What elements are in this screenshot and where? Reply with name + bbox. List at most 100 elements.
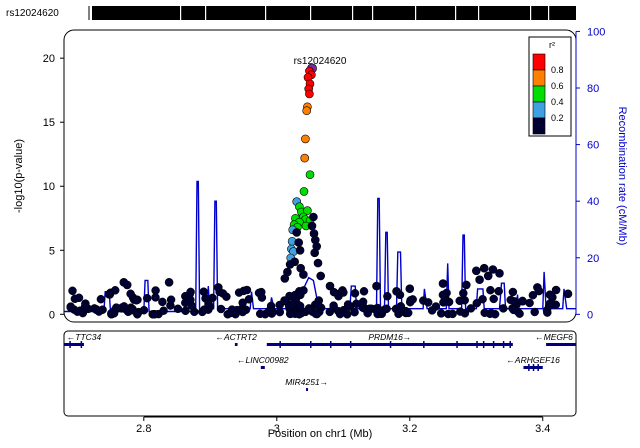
snp-point (307, 221, 317, 231)
snp-point (483, 271, 493, 281)
snp-point-background (107, 308, 116, 318)
exon-mark (389, 341, 392, 348)
y-axis-right-label: Recombination rate (cM/Mb) (616, 107, 628, 246)
snp-track-gap-3 (310, 6, 312, 20)
snp-points-group (66, 63, 573, 319)
snp-point-background (314, 301, 323, 310)
snp-point-background (403, 308, 413, 318)
y-axis-left-label: -log10(p-value) (13, 139, 25, 213)
snp-point-background (158, 297, 167, 307)
snp-point-background (112, 303, 121, 312)
snp-point-background (335, 309, 345, 319)
snp-point (242, 285, 252, 295)
gene-body (234, 343, 238, 346)
snp-point-background (142, 293, 152, 303)
snp-point-background (459, 288, 468, 298)
gene-panel-frame (63, 330, 577, 417)
legend-swatches (532, 53, 546, 135)
y-axis-left-tick-label: 15 (43, 117, 55, 129)
snp-point (295, 246, 305, 255)
snp-point (300, 153, 310, 163)
snp-point-background (466, 304, 476, 313)
legend-title: r² (549, 40, 555, 50)
snp-point (303, 206, 312, 215)
snp-point-background (350, 289, 360, 298)
snp-track-gap-5 (372, 6, 374, 20)
snp-track-gap-6 (415, 6, 417, 20)
snp-point (438, 279, 448, 288)
snp-point (301, 134, 310, 144)
legend-label: 0.4 (551, 97, 564, 107)
snp-point-background (73, 307, 82, 316)
snp-point-background (133, 310, 142, 319)
snp-point-background (427, 306, 437, 315)
exon-mark (329, 341, 332, 348)
snp-point-background (166, 295, 176, 304)
legend-label: 0.8 (551, 65, 564, 75)
snp-point (338, 288, 348, 297)
exon-mark (310, 341, 312, 348)
snp-point-background (66, 303, 75, 312)
snp-point-background (494, 286, 503, 296)
gene-label-ttc34: ←TTC34 (67, 332, 102, 342)
snp-point-background (204, 299, 213, 309)
gene-label-mir4251: MIR4251→ (285, 377, 328, 387)
exon-mark (476, 341, 478, 348)
exon-mark (423, 341, 425, 348)
snp-point-background (352, 299, 361, 309)
snp-track-gap-1 (205, 6, 207, 20)
x-axis: 2.8 3 3.2 3.4 (136, 416, 550, 435)
snp-point-background (173, 304, 183, 314)
snp-point-background (394, 308, 404, 318)
y-axis-left-tick-label: 0 (49, 309, 55, 321)
snp-point-background (518, 296, 527, 306)
snp-point-background (110, 286, 120, 295)
snp-point-background (509, 305, 518, 315)
snp-point (551, 285, 561, 295)
legend-label: 0.2 (551, 113, 564, 123)
legend-swatch (532, 85, 546, 103)
snp-point-background (455, 296, 464, 306)
snp-point-background (238, 298, 247, 307)
y-axis-left-tick-label: 10 (43, 181, 55, 193)
snp-point (309, 212, 318, 222)
snp-point (285, 260, 295, 269)
snp-point-background (548, 293, 557, 302)
x-axis-tick-label: 2.8 (136, 423, 151, 435)
snp-point-background (216, 304, 226, 314)
snp-point (479, 263, 489, 273)
snp-point-background (510, 297, 520, 306)
snp-point (372, 281, 381, 291)
legend: r² 0.8 0.6 0.4 0.2 (528, 36, 572, 137)
gene-body (260, 366, 265, 369)
gene-label-actrt2: ←ACTRT2 (216, 332, 258, 342)
snp-point (299, 270, 308, 279)
legend-label: 0.6 (551, 81, 564, 91)
snp-point (280, 274, 290, 283)
y-axis-right-tick-label: 100 (587, 26, 605, 38)
gene-label-prdm16: PRDM16→ (368, 332, 411, 342)
snp-point-background (298, 307, 307, 316)
snp-point-background (96, 294, 106, 304)
snp-point (533, 283, 542, 292)
snp-point (313, 258, 323, 268)
snp-track-gap-0 (180, 6, 182, 20)
exon-mark (349, 341, 352, 348)
snp-track-gap-10 (548, 6, 550, 20)
exon-mark (80, 341, 83, 348)
x-axis-tick-label: 3 (274, 423, 280, 435)
snp-track-bar (92, 6, 576, 20)
y-axis-right-tick-label: 80 (587, 83, 599, 95)
snp-point (302, 106, 312, 115)
y-axis-right-tick-label: 20 (587, 253, 599, 265)
legend-labels: 0.8 0.6 0.4 0.2 (551, 65, 564, 123)
snp-point (392, 286, 401, 296)
snp-point-background (311, 309, 320, 319)
exon-mark (509, 341, 512, 348)
exon-mark (456, 341, 458, 348)
snp-point-background (329, 287, 339, 297)
snp-point-background (478, 294, 487, 304)
snp-point-background (280, 296, 289, 305)
legend-swatch (532, 117, 546, 135)
